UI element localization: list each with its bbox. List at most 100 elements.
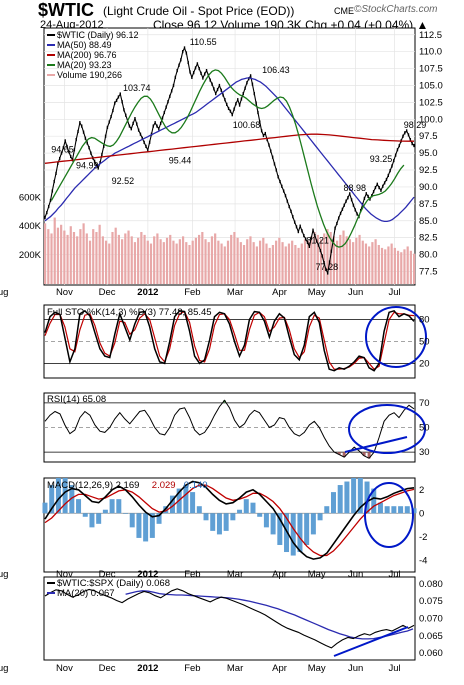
volume-bar [275, 240, 278, 284]
macd-histogram-bar [297, 513, 303, 553]
ratio-x-label: 2012 [137, 663, 158, 674]
price-x-label: 2012 [137, 287, 158, 298]
macd-histogram-bar [404, 506, 410, 514]
price-x-label: Nov [56, 287, 73, 298]
macd-histogram-bar [82, 513, 88, 517]
volume-bar [368, 246, 371, 284]
volume-bar [278, 237, 281, 284]
ratio-x-label: Jun [348, 663, 363, 674]
macd-histogram-bar [357, 478, 363, 514]
volume-tick-label: 600K [19, 192, 42, 203]
macd-histogram-bar [55, 478, 61, 514]
macd-histogram-bar [216, 513, 222, 535]
ratio-x-label: Apr [272, 663, 287, 674]
volume-bar [153, 236, 156, 284]
volume-bar [210, 236, 214, 284]
price-legend-label: MA(200) 96.76 [57, 50, 117, 60]
volume-bar [162, 242, 165, 284]
volume-bar [95, 232, 98, 284]
price-legend-label: MA(20) 93.23 [57, 60, 112, 70]
volume-bar [281, 242, 284, 284]
volume-bar [348, 239, 352, 284]
volume-bar [268, 247, 271, 284]
ratio-x-label: Feb [184, 663, 200, 674]
volume-bar [108, 243, 111, 284]
volume-bar [377, 245, 380, 284]
volume-bar [352, 242, 355, 284]
volume-bar [201, 232, 204, 284]
stochastic-tick-label: 20 [419, 358, 430, 369]
volume-bar [194, 237, 198, 284]
macd-histogram-bar [263, 513, 269, 528]
price-x-label: Apr [272, 287, 287, 298]
ratio-line [44, 588, 415, 649]
volume-bar [316, 234, 319, 284]
price-annotation: 95.44 [169, 156, 192, 166]
stochastic-d-line [44, 310, 415, 370]
price-tick-label: 110.0 [419, 47, 442, 58]
macd-histogram-bar [89, 513, 95, 528]
macd-histogram-bar [304, 513, 310, 545]
price-tick-label: 107.5 [419, 64, 443, 75]
volume-bar [358, 234, 361, 284]
stochastic-tick-label: 80 [419, 315, 430, 326]
volume-bar [246, 239, 249, 284]
volume-bar [104, 240, 108, 284]
volume-bar [396, 250, 400, 284]
volume-bar [140, 232, 143, 284]
macd-histogram-bar [156, 513, 162, 524]
stochastic-highlight-ellipse [365, 306, 427, 368]
macd-line [44, 480, 415, 560]
volume-bar [169, 234, 172, 284]
volume-bar [335, 240, 339, 284]
volume-bar [56, 227, 60, 284]
macd-highlight-ellipse [364, 482, 414, 548]
volume-bar [249, 236, 252, 284]
volume-bar [204, 239, 207, 284]
volume-bar [207, 242, 210, 284]
ma200-line [44, 133, 414, 164]
price-x-label: Jun [348, 287, 363, 298]
volume-bar [69, 226, 72, 284]
ratio-tick-label: 0.075 [419, 596, 443, 607]
macd-histogram-bar [391, 506, 397, 514]
rsi-title: RSI(14) 65.08 [47, 394, 106, 405]
rsi-trendline [344, 436, 408, 453]
price-tick-label: 112.5 [419, 30, 442, 41]
stockcharts-logo: ©StockCharts.com [354, 4, 438, 15]
volume-bar [217, 240, 220, 284]
volume-bar [92, 229, 95, 284]
volume-bar [111, 232, 114, 284]
volume-bar [82, 223, 85, 284]
volume-bar [255, 246, 258, 284]
volume-tick-label: 200K [19, 250, 42, 261]
volume-bar [303, 239, 307, 284]
volume-bar [258, 240, 262, 284]
price-tick-label: 87.5 [419, 199, 438, 210]
price-annotation: 94.65 [51, 144, 74, 154]
volume-bar [127, 230, 130, 284]
price-annotation: 103.74 [123, 83, 151, 93]
macd-histogram-bar [324, 506, 330, 514]
volume-bar [380, 247, 384, 284]
macd-x-label: Jun [348, 569, 363, 580]
price-x-label: Feb [184, 287, 200, 298]
volume-bar [355, 237, 358, 284]
macd-histogram-bar [76, 499, 82, 514]
volume-bar [175, 243, 178, 284]
volume-bar [291, 240, 294, 284]
ratio-ma20-line [125, 590, 414, 640]
macd-tick-label: -4 [419, 555, 427, 566]
price-annotation: 93.25 [370, 154, 393, 164]
macd-x-label: Apr [272, 569, 287, 580]
volume-bar [239, 242, 242, 284]
volume-bar [133, 242, 137, 284]
volume-bar [230, 234, 233, 284]
volume-bar [342, 230, 345, 284]
macd-histogram-bar [290, 513, 296, 556]
volume-bar [85, 233, 88, 284]
macd-histogram-bar [230, 513, 236, 521]
price-tick-label: 77.5 [419, 266, 438, 277]
